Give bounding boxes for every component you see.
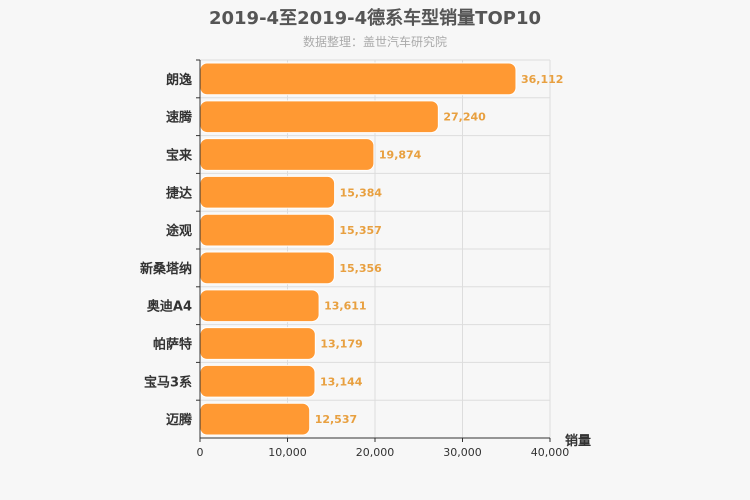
x-tick-label: 20,000	[356, 446, 395, 459]
bar	[199, 175, 336, 209]
value-label: 13,144	[320, 375, 363, 388]
bar	[199, 364, 316, 398]
bar	[199, 327, 316, 360]
category-label: 奥迪A4	[147, 299, 192, 315]
value-label: 27,240	[443, 111, 486, 124]
bar	[199, 251, 335, 285]
category-label: 捷达	[166, 185, 192, 201]
labels: 0 10,000 20,000 30,000 40,000 朗逸 36,112 速腾 27,24…	[140, 72, 591, 459]
chart-subtitle: 数据整理：盖世汽车研究院	[302, 35, 447, 49]
value-label: 36,112	[521, 73, 563, 86]
x-axis-title: 销量	[565, 433, 591, 449]
x-tick-label: 40,000	[531, 446, 570, 459]
x-tick-label: 30,000	[443, 446, 482, 459]
bar	[199, 62, 517, 96]
category-label: 途观	[166, 223, 192, 239]
value-label: 19,874	[379, 149, 422, 162]
value-label: 13,611	[324, 300, 366, 313]
axes	[196, 59, 551, 442]
category-label: 帕萨特	[153, 337, 192, 353]
category-label: 迈腾	[166, 412, 193, 428]
value-label: 15,356	[339, 262, 382, 275]
bar	[199, 402, 311, 436]
value-label: 15,384	[340, 186, 383, 199]
bar	[199, 138, 375, 171]
category-label: 新桑塔纳	[140, 261, 192, 277]
value-label: 15,357	[339, 224, 381, 237]
category-label: 速腾	[166, 110, 193, 126]
bars	[199, 62, 517, 436]
x-tick-label: 10,000	[268, 446, 307, 459]
category-label: 朗逸	[166, 72, 192, 88]
value-label: 12,537	[315, 413, 357, 426]
value-label: 13,179	[320, 338, 362, 351]
category-label: 宝来	[166, 148, 193, 164]
chart-title: 2019-4至2019-4德系车型销量TOP10	[208, 8, 541, 29]
category-label: 宝马3系	[144, 374, 192, 390]
bar	[199, 100, 439, 134]
bar	[199, 213, 335, 247]
x-tick-label: 0	[197, 446, 204, 459]
bar	[199, 289, 320, 323]
